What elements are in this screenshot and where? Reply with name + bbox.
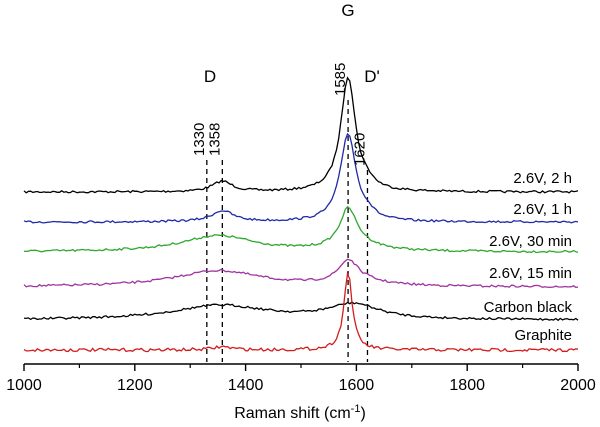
peak-lines [206, 100, 369, 362]
x-axis-title: Raman shift (cm-1) [234, 403, 366, 422]
band-label: D [204, 67, 216, 86]
x-tick-label: 1400 [228, 377, 264, 394]
series-label-1: 2.6V, 2 h [513, 170, 572, 187]
x-axis-title-main: Raman shift (cm [234, 405, 350, 422]
labels: 2.6V, 2 h 2.6V, 1 h 2.6V, 30 min 2.6V, 15 m… [191, 1, 573, 344]
series-line-2 [23, 132, 579, 224]
band-label: G [341, 1, 354, 20]
peak-label-1330: 1330 [191, 123, 208, 156]
series-line-5 [23, 301, 579, 322]
x-tick-label: 1800 [449, 377, 485, 394]
series-label-4: 2.6V, 15 min [489, 265, 572, 282]
x-axis: 1000 1200 1400 1600 1800 2000 [6, 363, 596, 394]
peak-label-1358: 1358 [206, 123, 223, 156]
series-layer [23, 76, 579, 353]
series-label-5: Carbon black [484, 299, 573, 316]
series-label-3: 2.6V, 30 min [489, 233, 572, 250]
x-tick-label: 2000 [560, 377, 596, 394]
peak-label-1585: 1585 [332, 63, 349, 96]
band-label: D' [364, 67, 380, 86]
peak-label-1620: 1620 [351, 133, 368, 166]
x-tick-label: 1600 [339, 377, 375, 394]
x-tick-label: 1200 [117, 377, 153, 394]
series-line-3 [23, 205, 579, 254]
series-line-1 [23, 76, 579, 194]
x-axis-title-close: ) [360, 405, 365, 422]
x-axis-title-sup: -1 [351, 403, 361, 415]
series-line-6 [23, 271, 579, 353]
x-tick-label: 1000 [6, 377, 42, 394]
series-label-6: Graphite [514, 327, 572, 344]
series-label-2: 2.6V, 1 h [513, 201, 572, 218]
series-line-4 [23, 258, 579, 289]
